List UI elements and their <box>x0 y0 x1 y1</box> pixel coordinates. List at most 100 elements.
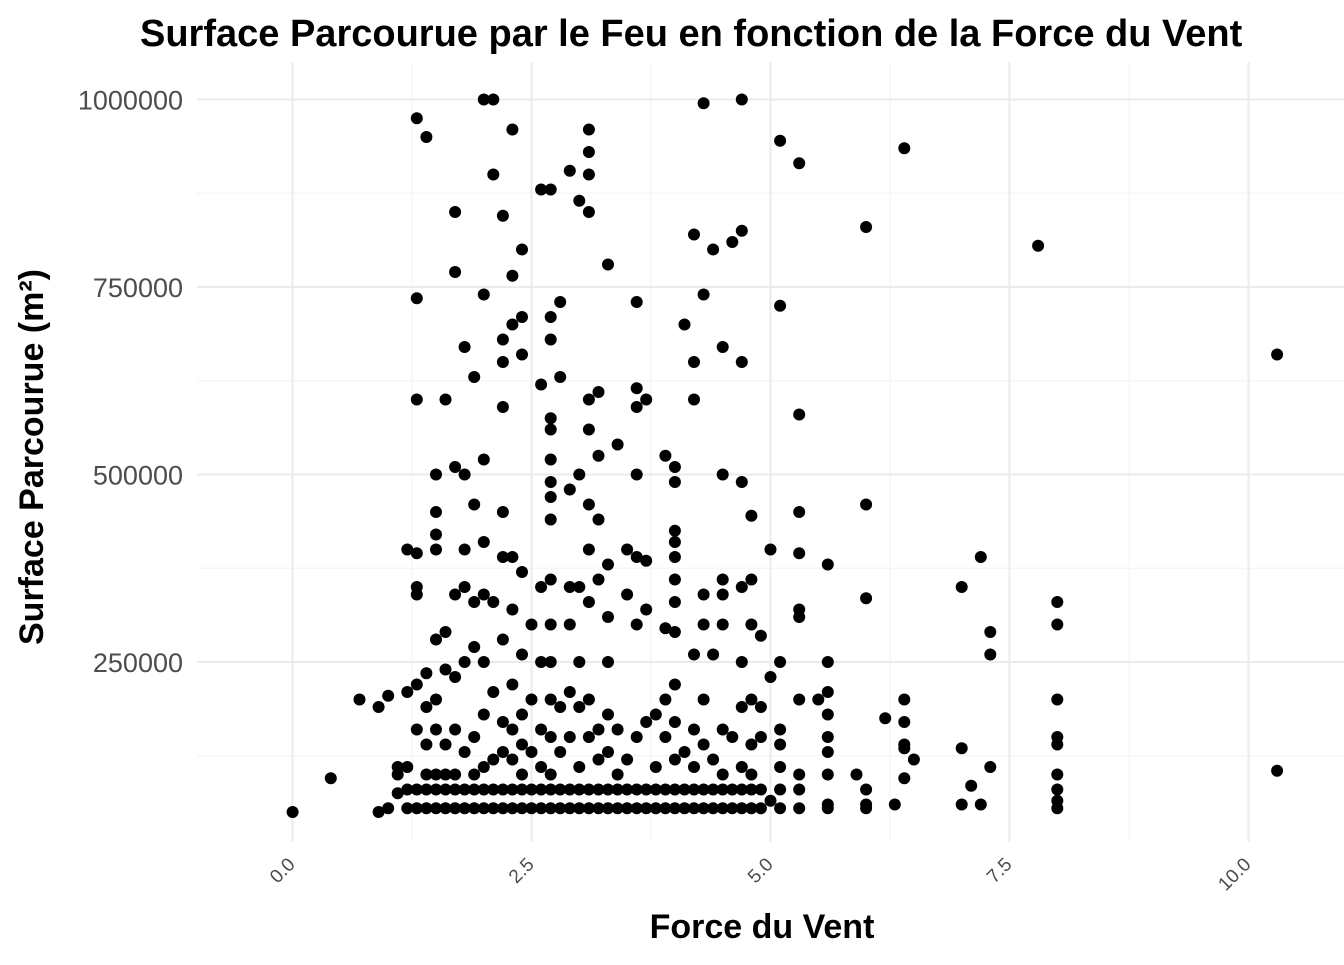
x-tick-labels: 0.0 2.5 5.0 7.5 10.0 <box>266 854 1255 895</box>
data-point <box>649 708 662 721</box>
data-point <box>582 731 595 743</box>
data-point <box>449 802 462 815</box>
y-tick-label: 250000 <box>93 648 183 678</box>
data-point <box>602 611 614 623</box>
data-point <box>468 768 481 781</box>
data-point <box>678 318 691 331</box>
data-point <box>420 783 433 796</box>
data-point <box>668 573 681 586</box>
data-point <box>324 772 337 785</box>
data-point <box>477 656 490 668</box>
data-point <box>716 573 729 586</box>
data-point <box>506 269 519 282</box>
data-point <box>496 506 509 518</box>
data-point <box>563 581 576 593</box>
data-point <box>372 806 385 818</box>
data-point <box>449 783 462 796</box>
data-point <box>477 93 490 106</box>
data-point <box>659 693 672 706</box>
data-point <box>516 802 528 815</box>
data-point <box>391 761 404 773</box>
data-point <box>506 603 519 616</box>
data-point <box>602 656 614 668</box>
data-point <box>496 802 509 815</box>
data-point <box>793 408 806 421</box>
data-point <box>410 547 423 560</box>
data-point <box>965 779 978 792</box>
data-point <box>707 648 720 661</box>
grid-lines <box>197 62 1344 842</box>
data-point <box>420 802 433 815</box>
data-point <box>353 693 366 706</box>
data-point <box>688 802 700 815</box>
data-point <box>955 798 968 811</box>
data-point <box>582 498 595 511</box>
data-point <box>516 243 528 256</box>
data-point <box>630 296 643 308</box>
data-point <box>716 802 729 815</box>
data-point <box>544 573 557 586</box>
data-point <box>544 618 557 631</box>
data-point <box>984 626 997 638</box>
data-point <box>439 626 452 638</box>
y-tick-labels: 250000 500000 750000 1000000 <box>78 86 183 679</box>
data-point <box>668 536 681 548</box>
data-point <box>640 603 653 616</box>
data-point <box>1271 764 1284 777</box>
data-point <box>898 738 911 751</box>
data-point <box>449 461 462 473</box>
data-point <box>659 731 672 743</box>
data-point <box>544 423 557 436</box>
data-point <box>420 701 433 713</box>
data-point <box>544 491 557 503</box>
data-point <box>410 292 423 305</box>
data-point <box>496 633 509 646</box>
data-point <box>573 581 586 593</box>
data-point <box>544 768 557 781</box>
data-point <box>754 783 767 796</box>
data-point <box>602 783 614 796</box>
data-point <box>420 768 433 781</box>
data-point <box>516 648 528 661</box>
data-point <box>735 656 748 668</box>
data-point <box>668 716 681 728</box>
x-tick-label: 10.0 <box>1214 854 1255 895</box>
data-point <box>745 738 758 751</box>
data-point <box>1032 239 1045 252</box>
data-point <box>668 626 681 638</box>
data-point <box>688 228 700 241</box>
data-point <box>821 746 834 758</box>
data-point <box>716 723 729 736</box>
data-point <box>793 802 806 815</box>
data-point <box>688 356 700 368</box>
data-point <box>573 802 586 815</box>
data-point <box>410 678 423 691</box>
data-point <box>716 468 729 481</box>
data-point <box>430 528 442 541</box>
data-point <box>678 746 691 758</box>
data-point <box>496 401 509 413</box>
data-point <box>554 746 567 758</box>
data-point <box>1051 768 1064 781</box>
data-point <box>726 802 739 815</box>
data-point <box>668 476 681 488</box>
data-point <box>506 551 519 563</box>
data-point <box>458 802 471 815</box>
data-point <box>774 738 787 751</box>
data-point <box>468 371 481 383</box>
data-point <box>688 648 700 661</box>
data-point <box>420 738 433 751</box>
data-point <box>821 656 834 668</box>
data-point <box>974 798 987 811</box>
data-point <box>487 753 500 766</box>
data-point <box>525 618 538 631</box>
data-point <box>563 686 576 698</box>
data-point <box>879 712 892 725</box>
data-point <box>477 588 490 601</box>
data-point <box>563 618 576 631</box>
data-point <box>649 802 662 815</box>
data-point <box>582 146 595 158</box>
data-point <box>592 783 605 796</box>
data-point <box>544 311 557 323</box>
